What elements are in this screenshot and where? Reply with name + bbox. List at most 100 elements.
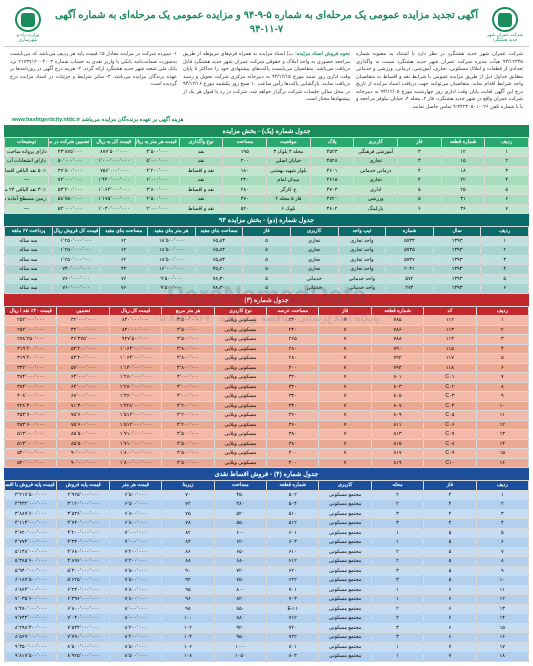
cell: ۵۰۲ [267,490,319,500]
cell: ۱ [476,490,528,500]
col-header: توضیحات [5,138,49,148]
cell: دارای انشعابات آب و برق [5,157,49,167]
cell: ۷ [319,382,371,392]
cell: ۷۶۰٬۰۰۰٬۰۰۰ [52,284,100,294]
cell: ۸۵٬۵۰۰٬۰۰۰ [57,439,109,449]
cell: ۱٬۴۲۸٬۰۰۰٬۰۰۰ [109,401,161,411]
cell: ۶ [424,585,476,595]
table-row: ۹C۰۳۸۰۵۷۳۴۰مسکونی ویلایی۴٬۰۰۰٬۰۰۰۱٬۳۶۰٬۰… [5,392,529,402]
band-3-table: ردیفکدشماره قطعهفازمساحت عرصهنوع کاربریه… [4,306,529,469]
cell: ۱۸۰ [223,166,267,176]
col-header: قیمت پایه فروش با اقساط [5,481,57,491]
cell: نقد و اقساط [179,204,223,214]
cell: ۳۶ [441,204,485,214]
cell: ۷۵٬۶۰۰٬۰۰۰ [57,411,109,421]
cell: ۷ [319,430,371,440]
cell: ۱ [371,538,423,548]
cell: ۱۶٬۰۰۰٬۰۰۰ [148,265,196,275]
cell: دارای پروانه ساخت شماره ۹۳/۴۵۲ از شهردار… [5,147,49,157]
table-row: ۱۰C۰۴۸۰۷۷۳۴۰مسکونی ویلایی۴٬۲۰۰٬۰۰۰۱٬۴۲۸٬… [5,401,529,411]
cell: ۸۱۱ [371,420,423,430]
col-header: تیپ واحد [338,227,386,237]
cell: مجتمع مسکونی [319,566,371,576]
cell: مسکونی ویلایی [214,354,266,364]
cell: ۱ [371,585,423,595]
cell: ۱۸ [441,166,485,176]
cell: میدان امام [267,176,311,186]
cell: ۹۵۰ [214,633,266,643]
cell: سه ساله [5,246,53,256]
table-band-2: جدول شماره (دو) - بخش مزایده ۹۴ ردیفسالش… [4,214,529,294]
cell: ۴۵٫۲۰ [195,265,243,275]
cell: ۲ [371,604,423,614]
col-header: تضمین [57,306,109,316]
cell: ۹۰ [162,566,214,576]
cell: نقد [179,176,223,186]
cell: ۷ [319,335,371,345]
cell: ۳٬۵۳۶٬۰۰۰٬۰۰۰ [57,509,109,519]
cell: آموزشی فرهنگی [354,147,398,157]
cell: ۴ [398,176,442,186]
table-row: ۸۵۲مجتمع مسکونی۶۱۲۶۸۰۸۸۷٬۲۰۰٬۰۰۰۴٬۸۹۶٬۰۰… [5,557,529,567]
cell: ۷ [319,411,371,421]
cell: ۴۵۲۸ [310,157,354,167]
cell: ۵۲۰ [214,509,266,519]
cell: ۷۸۵ [371,316,423,326]
cell: ۵۱۰ [267,509,319,519]
cell: ۹٬۸۱۷٬۵۰۰٬۰۰۰ [5,652,57,662]
cell: C۰۱ [424,373,476,383]
cell: ۸۱۵ [371,439,423,449]
cell: ۸٬۲۰۰٬۰۰۰ [109,623,161,633]
cell: ۲۲ [441,176,485,186]
cell: ۳٬۸۸۹٬۶۰۰٬۰۰۰ [5,509,57,519]
col-header: کد [424,306,476,316]
cell: ۲۴۰ [223,176,267,186]
cell: ۳۲۰ [267,373,319,383]
cell: ۲۵۲٬۰۰۰٬۰۰۰ [5,325,57,335]
cell: مسکونی ویلایی [214,401,266,411]
cell: ۴۶۰۱ [310,166,354,176]
cell: ۶ [481,284,529,294]
cell: ۸ [476,557,528,567]
cell: ۵ [476,354,528,364]
cell: ۳ [481,255,529,265]
cell: — [5,204,49,214]
cell: ۷٬۲۰۰٬۰۰۰ [109,547,161,557]
col-header: ردیف [485,138,529,148]
cell: ۱٬۰۶۴٬۰۰۰٬۰۰۰ [109,354,161,364]
cell: ۸۰۰ [214,585,266,595]
cell: ۶۵٫۸۴ [195,246,243,256]
cell: ۶٬۸۰۰٬۰۰۰٬۰۰۰ [57,604,109,614]
cell: ۶ [424,595,476,605]
cell: ۴۵۳٬۶۰۰٬۰۰۰ [5,411,57,421]
table-row: ۶۱۳۹۳۲۷۴واحد خدماتیخدماتی۵۷۸٫۳۰۹٬۵۰۰٬۰۰۰… [5,284,529,294]
cell: ۲۵ [441,185,485,195]
header: شرکت عمران شهر جدید هشتگرد آگهی تجدید مز… [4,4,529,47]
cell: ۴٬۵۰۰٬۰۰۰ [136,147,180,157]
cell: ۱۱۴ [424,335,476,345]
table-row: ۱۱۱۲۷۸۵۷۲۴۰مسکونی ویلایی۳٬۵۰۰٬۰۰۰۸۴۰٬۰۰۰… [5,316,529,326]
cell: ۲٬۰۰۰٬۰۰۰ [136,204,180,214]
cell: ۷۶۰٬۰۰۰٬۰۰۰ [52,274,100,284]
cell: ۳ [371,633,423,643]
cell: ۶۲ [100,246,148,256]
cell: ۳٬۸۰۰٬۰۰۰ [162,354,214,364]
cell: ۳ [371,566,423,576]
table-row: ۱۵C۰۹۸۱۷۷۴۰۰مسکونی ویلایی۴٬۵۰۰٬۰۰۰۱٬۸۰۰٬… [5,449,529,459]
cell: ۷ [476,373,528,383]
col-header: محله [371,481,423,491]
cell: ۲۷۴ [386,284,434,294]
logo-left-text: وزارت راه و شهرسازی [10,33,46,43]
cell: نقد و اقساط [179,166,223,176]
cell: واحد تجاری [338,255,386,265]
cell: ۱٬۲۵۰٬۰۰۰٬۰۰۰ [52,236,100,246]
cell: زمین مسطح آماده ساخت [5,195,49,205]
cell: ۹۰٬۰۰۰٬۰۰۰ [57,449,109,459]
cell: ۱٬۱۴۰٬۰۰۰٬۰۰۰ [109,363,161,373]
cell: ۹ [476,392,528,402]
cell: ۱۳۹۳ [433,284,481,294]
table-row: ۲۱۳۹۳۵۷۳۵واحد تجاریتجاری۵۶۵٫۸۴۱۸٬۵۰۰٬۰۰۰… [5,246,529,256]
col-header: مساحت [223,138,267,148]
cell: ۷ [319,344,371,354]
table-row: ۳۱۱۴۷۸۸۷۲۶۵مسکونی ویلایی۳٬۵۰۰٬۰۰۰۹۲۷٬۵۰۰… [5,335,529,345]
